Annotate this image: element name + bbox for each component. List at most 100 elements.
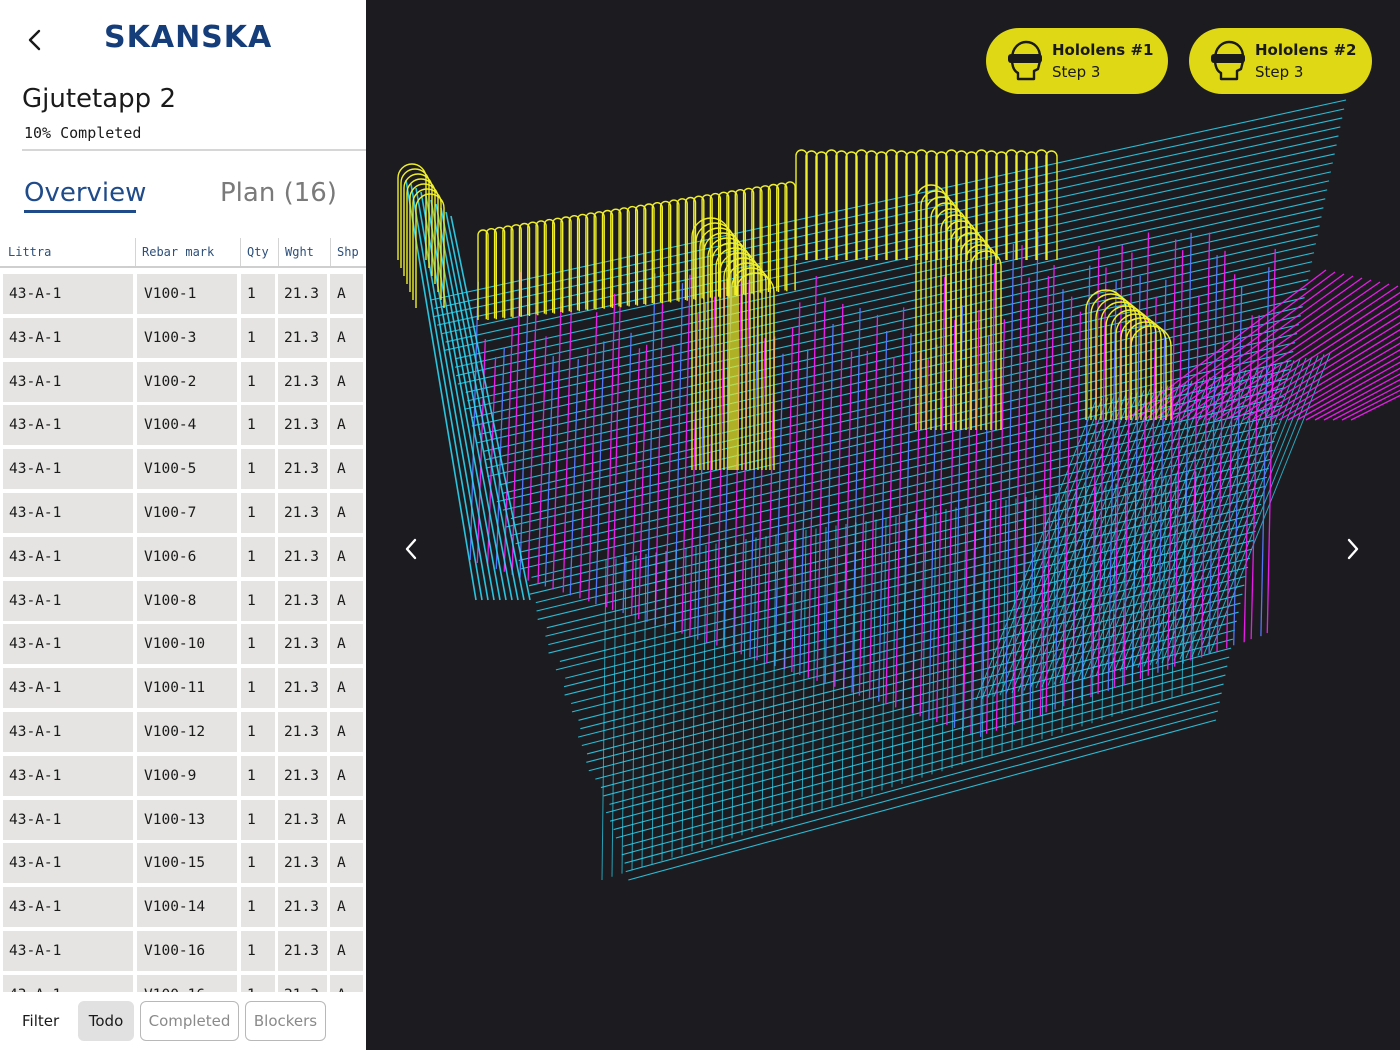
table-row[interactable]: 43-A-1 V100-9 1 21.3 A <box>0 754 366 798</box>
table-row[interactable]: 43-A-1 V100-13 1 21.3 A <box>0 798 366 842</box>
cell-qty: 1 <box>241 317 275 358</box>
rebar-bar <box>1188 283 1390 421</box>
rebar-stirrup <box>865 150 878 260</box>
table-row[interactable]: 43-A-1 V100-10 1 21.3 A <box>0 622 366 666</box>
table-row[interactable]: 43-A-1 V100-4 1 21.3 A <box>0 403 366 447</box>
filter-completed-button[interactable]: Completed <box>140 1001 239 1041</box>
table-row[interactable]: 43-A-1 V100-5 1 21.3 A <box>0 447 366 491</box>
rebar-stirrup <box>915 184 947 430</box>
rebar-bar <box>1141 478 1147 708</box>
rebar-bar <box>1314 373 1400 421</box>
next-step-button[interactable] <box>1340 534 1364 564</box>
rebar-bar <box>630 348 641 617</box>
table-row[interactable]: 43-A-1 V100-14 1 21.3 A <box>0 885 366 929</box>
rebar-model[interactable] <box>366 0 1400 1050</box>
rebar-stirrup <box>1025 151 1038 260</box>
rebar-bar <box>588 312 598 602</box>
column-header-wght[interactable]: Wght <box>278 238 328 266</box>
rebar-bar <box>454 162 1333 360</box>
rebar-bar <box>741 538 747 836</box>
rebar-bar <box>1029 389 1151 690</box>
rebar-bar <box>1161 277 1363 421</box>
3d-viewer[interactable]: Hololens #1 Step 3 Hololens #2 Step 3 <box>366 0 1400 1050</box>
rebar-stirrup <box>703 232 743 470</box>
rebar-bar <box>1305 367 1400 421</box>
column-header-shp[interactable]: Shp <box>330 238 366 266</box>
device-pill-hololens-1[interactable]: Hololens #1 Step 3 <box>986 28 1168 94</box>
cell-littra: 43-A-1 <box>3 799 133 840</box>
table-row[interactable]: 43-A-1 V100-8 1 21.3 A <box>0 579 366 623</box>
table-row[interactable]: 43-A-1 V100-15 1 21.3 A <box>0 841 366 885</box>
column-header-qty[interactable]: Qty <box>240 238 276 266</box>
column-header-littra[interactable]: Littra <box>8 245 52 259</box>
rebar-bar <box>1260 267 1270 637</box>
cell-qty: 1 <box>241 887 275 928</box>
rebar-table-body[interactable]: 43-A-1 V100-1 1 21.3 A 43-A-1 V100-3 1 21.3 A 43-A… <box>0 272 366 992</box>
cell-shp: A <box>330 274 363 314</box>
filter-blockers-button[interactable]: Blockers <box>245 1001 326 1041</box>
column-header-rebar-mark[interactable]: Rebar mark <box>135 238 239 266</box>
rebar-bar <box>1332 384 1400 421</box>
table-row[interactable]: 43-A-1 V100-12 1 21.3 A <box>0 710 366 754</box>
rebar-bar <box>731 540 737 839</box>
table-row[interactable]: 43-A-1 V100-2 1 21.3 A <box>0 360 366 404</box>
rebar-stirrup <box>1130 325 1172 420</box>
rebar-bar <box>975 399 1097 701</box>
skanska-logo: SKANSKA <box>104 20 273 55</box>
rebar-bar <box>799 349 809 675</box>
rebar-bar <box>749 307 759 658</box>
rebar-stirrup <box>935 151 948 260</box>
rebar-bar <box>631 555 637 871</box>
rebar-stirrup <box>767 183 780 292</box>
cell-rebar-mark: V100-4 <box>137 405 237 446</box>
cell-shp: A <box>330 580 363 621</box>
rebar-stirrup <box>1100 301 1142 420</box>
rebar-bar <box>987 397 1109 698</box>
tab-plan[interactable]: Plan (16) <box>220 178 337 208</box>
rebar-stirrup <box>784 181 796 291</box>
chevron-right-icon <box>1347 538 1359 560</box>
rebar-bar <box>1077 379 1199 680</box>
rebar-stirrup <box>726 190 738 296</box>
rebar-bar <box>577 566 1249 738</box>
rebar-stirrup <box>715 247 755 470</box>
rebar-stirrup <box>845 151 858 260</box>
rebar-bar <box>1197 285 1399 421</box>
rebar-bar <box>816 297 826 681</box>
table-row[interactable]: 43-A-1 V100-7 1 21.3 A <box>0 491 366 535</box>
cell-shp: A <box>330 843 363 884</box>
cell-littra: 43-A-1 <box>3 624 133 665</box>
rebar-stirrup <box>651 202 663 304</box>
cell-qty: 1 <box>241 930 275 971</box>
rebar-stirrup <box>527 221 539 316</box>
table-row[interactable]: 43-A-1 V100-3 1 21.3 A <box>0 316 366 360</box>
rebar-stirrup <box>815 151 828 260</box>
table-row[interactable]: 43-A-1 V100-11 1 21.3 A <box>0 666 366 710</box>
device-pill-hololens-2[interactable]: Hololens #2 Step 3 <box>1189 28 1372 94</box>
rebar-stirrup <box>795 149 808 260</box>
table-row[interactable]: 43-A-1 V100-6 1 21.3 A <box>0 535 366 579</box>
previous-step-button[interactable] <box>400 534 424 564</box>
rebar-stirrup <box>930 202 962 430</box>
back-button[interactable] <box>22 24 50 56</box>
rebar-stirrup <box>855 149 868 260</box>
cell-wght: 21.3 <box>278 580 327 621</box>
device-step: Step 3 <box>1255 63 1304 81</box>
rebar-bar <box>878 330 888 702</box>
rebar-bar <box>986 263 996 734</box>
tab-overview[interactable]: Overview <box>24 178 147 208</box>
table-row[interactable]: 43-A-1 V100-1 1 21.3 A <box>0 272 366 316</box>
rebar-bar <box>921 511 927 778</box>
rebar-stirrup <box>1005 149 1018 260</box>
rebar-bar <box>781 532 787 823</box>
rebar-bar <box>664 344 674 628</box>
filter-todo-button[interactable]: Todo <box>78 1001 134 1041</box>
rebar-bar <box>1139 232 1150 679</box>
cell-shp: A <box>330 536 363 577</box>
rebar-bar <box>1041 386 1163 687</box>
rebar-stirrup <box>985 150 998 260</box>
cell-shp: A <box>330 887 363 928</box>
rebar-bar <box>579 348 589 599</box>
